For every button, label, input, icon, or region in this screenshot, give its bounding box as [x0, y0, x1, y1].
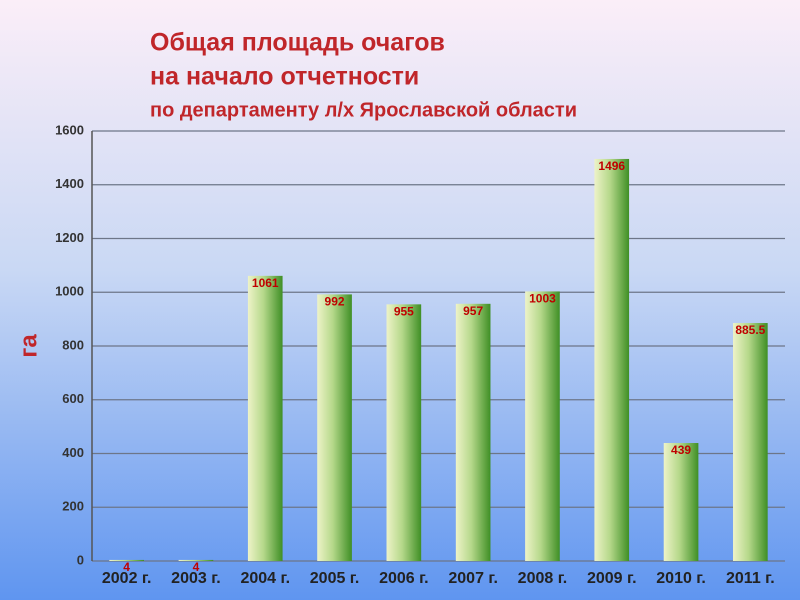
x-tick-label: 2011 г. [726, 570, 775, 587]
x-tick-label: 2005 г. [310, 570, 360, 587]
x-tick-label: 2003 г. [171, 570, 221, 587]
value-label: 439 [671, 443, 691, 457]
y-axis-label: га [15, 334, 42, 358]
chart-title: на начало отчетности [150, 63, 419, 91]
bar [178, 559, 214, 561]
chart-title: Общая площадь очагов [150, 29, 445, 57]
bar [247, 275, 283, 561]
y-tick-label: 800 [62, 337, 84, 352]
value-label: 4 [193, 560, 200, 574]
value-label: 1061 [252, 276, 279, 290]
value-label: 4 [123, 560, 130, 574]
bar [733, 323, 768, 561]
value-label: 955 [394, 305, 414, 319]
bar [525, 291, 560, 561]
value-label: 885.5 [735, 323, 765, 337]
bar [455, 303, 491, 561]
x-tick-label: 2002 г. [102, 570, 152, 587]
bar [386, 304, 422, 561]
bar [663, 443, 699, 561]
bar [109, 559, 144, 561]
bar [317, 294, 352, 561]
bar [594, 158, 630, 561]
x-tick-label: 2010 г. [656, 570, 706, 587]
value-label: 1003 [529, 292, 556, 306]
y-tick-label: 400 [62, 445, 84, 460]
x-tick-label: 2004 г. [240, 570, 290, 587]
y-tick-label: 0 [77, 552, 84, 567]
x-tick-label: 2008 г. [518, 570, 568, 587]
value-label: 992 [325, 295, 345, 309]
x-tick-label: 2006 г. [379, 570, 429, 587]
chart-subtitle: по департаменту л/х Ярославской области [150, 99, 577, 121]
y-tick-label: 1400 [55, 176, 84, 191]
x-tick-label: 2009 г. [587, 570, 637, 587]
y-tick-label: 1200 [55, 230, 84, 245]
value-label: 957 [463, 304, 483, 318]
x-tick-label: 2007 г. [448, 570, 498, 587]
y-tick-label: 200 [62, 499, 84, 514]
y-tick-label: 1000 [55, 284, 84, 299]
value-label: 1496 [598, 159, 625, 173]
y-tick-label: 1600 [55, 122, 84, 137]
y-tick-label: 600 [62, 391, 84, 406]
